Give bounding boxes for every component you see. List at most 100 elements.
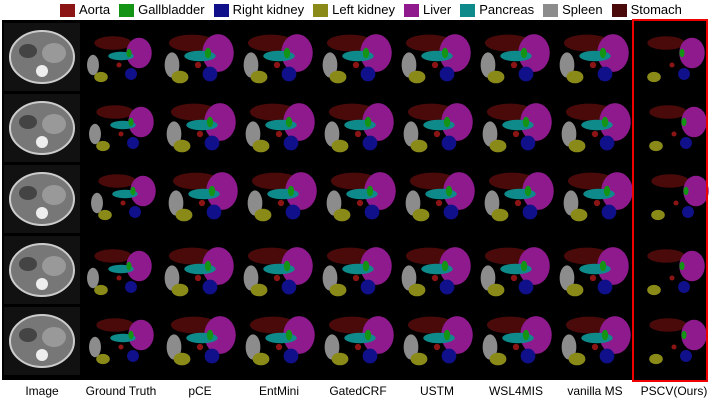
segmentation-region bbox=[649, 105, 686, 119]
ct-organ bbox=[19, 186, 37, 200]
segmentation-region bbox=[89, 124, 101, 144]
segmentation-region bbox=[195, 62, 201, 68]
column-label: GatedCRF bbox=[329, 384, 386, 398]
segmentation-region bbox=[125, 68, 137, 80]
ct-spine bbox=[36, 136, 48, 148]
segmentation-region bbox=[600, 136, 615, 151]
segmentation-region bbox=[203, 67, 218, 82]
segmentation-region bbox=[436, 200, 442, 206]
ct-organ bbox=[19, 115, 37, 129]
segmentation-region bbox=[521, 349, 536, 364]
segmentation-region bbox=[174, 140, 191, 153]
segmentation-region bbox=[647, 36, 684, 50]
segmentation-region bbox=[444, 117, 450, 128]
segmentation-region bbox=[511, 275, 517, 281]
ct-organ bbox=[42, 256, 66, 276]
ct-organ bbox=[42, 114, 66, 134]
segmentation-region bbox=[126, 49, 131, 58]
segmentation-region bbox=[594, 200, 600, 206]
segmentation-region bbox=[683, 187, 688, 196]
segmentation-region bbox=[649, 354, 663, 364]
segmentation-region bbox=[647, 285, 661, 295]
segmentation-region bbox=[600, 349, 615, 364]
segmentation-region bbox=[205, 349, 220, 364]
segmentation-region bbox=[521, 261, 527, 272]
segmentation-region bbox=[590, 275, 596, 281]
segmentation-region bbox=[411, 353, 428, 366]
segmentation-region bbox=[442, 261, 448, 272]
segmentation-region bbox=[284, 261, 290, 272]
segmentation-region bbox=[363, 261, 369, 272]
segmentation-region bbox=[353, 275, 359, 281]
segmentation-region bbox=[361, 67, 376, 82]
segmentation-region bbox=[682, 206, 694, 218]
segmentation-region bbox=[127, 137, 139, 149]
segmentation-region bbox=[251, 71, 268, 84]
segmentation-region bbox=[284, 349, 299, 364]
ct-spine bbox=[36, 207, 48, 219]
ct-spine bbox=[36, 349, 48, 361]
segmentation-region bbox=[523, 117, 529, 128]
segmentation-region bbox=[567, 71, 584, 84]
segmentation-region bbox=[567, 284, 584, 297]
segmentation-region bbox=[116, 62, 121, 67]
segmentation-region bbox=[442, 48, 448, 59]
segmentation-region bbox=[355, 131, 361, 137]
segmentation-region bbox=[513, 131, 519, 137]
segmentation-region bbox=[432, 62, 438, 68]
column-label: Image bbox=[25, 384, 59, 398]
segmentation-region bbox=[284, 136, 299, 151]
segmentation-region bbox=[602, 330, 608, 341]
segmentation-region bbox=[207, 205, 222, 220]
segmentation-region bbox=[355, 344, 361, 350]
segmentation-region bbox=[647, 249, 684, 263]
segmentation-region bbox=[332, 353, 349, 366]
segmentation-region bbox=[598, 280, 613, 295]
segmentation-region bbox=[195, 275, 201, 281]
segmentation-region bbox=[87, 55, 99, 75]
segmentation-region bbox=[128, 118, 133, 127]
segmentation-region bbox=[673, 200, 678, 205]
segmentation-region bbox=[671, 344, 676, 349]
segmentation-region bbox=[678, 68, 690, 80]
segmentation-region bbox=[519, 67, 534, 82]
segmentation-region bbox=[569, 140, 586, 153]
segmentation-region bbox=[442, 136, 457, 151]
segmentation-region bbox=[444, 330, 450, 341]
ct-organ bbox=[19, 44, 37, 58]
segmentation-region bbox=[172, 284, 189, 297]
segmentation-region bbox=[120, 200, 125, 205]
segmentation-region bbox=[330, 71, 347, 84]
column-label: EntMini bbox=[259, 384, 299, 398]
segmentation-region bbox=[525, 186, 531, 197]
ct-organ bbox=[19, 257, 37, 271]
segmentation-region bbox=[363, 48, 369, 59]
segmentation-region bbox=[361, 280, 376, 295]
segmentation-region bbox=[284, 48, 290, 59]
segmentation-region bbox=[440, 280, 455, 295]
segmentation-region bbox=[87, 268, 99, 288]
segmentation-region bbox=[365, 205, 380, 220]
segmentation-region bbox=[94, 72, 108, 82]
segmentation-region bbox=[89, 337, 101, 357]
segmentation-region bbox=[647, 72, 661, 82]
segmentation-region bbox=[681, 118, 686, 127]
segmentation-region bbox=[209, 186, 215, 197]
segmentation-region bbox=[332, 140, 349, 153]
segmentation-region bbox=[413, 209, 430, 222]
segmentation-region bbox=[116, 275, 121, 280]
segmentation-region bbox=[205, 261, 211, 272]
segmentation-region bbox=[444, 205, 459, 220]
segmentation-region bbox=[649, 318, 686, 332]
segmentation-region bbox=[288, 186, 294, 197]
segmentation-region bbox=[669, 62, 674, 67]
ct-spine bbox=[36, 278, 48, 290]
segmentation-region bbox=[286, 330, 292, 341]
segmentation-region bbox=[602, 117, 608, 128]
segmentation-region bbox=[253, 353, 270, 366]
segmentation-region bbox=[521, 48, 527, 59]
segmentation-region bbox=[434, 344, 440, 350]
segmentation-region bbox=[94, 249, 131, 263]
segmentation-region bbox=[118, 131, 123, 136]
segmentation-region bbox=[598, 67, 613, 82]
